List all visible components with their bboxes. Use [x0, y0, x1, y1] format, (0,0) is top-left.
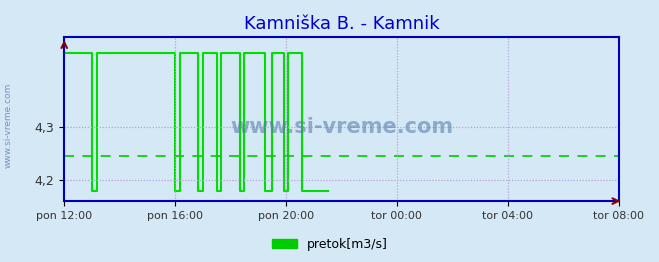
Legend: pretok[m3/s]: pretok[m3/s]: [266, 233, 393, 256]
Title: Kamniška B. - Kamnik: Kamniška B. - Kamnik: [244, 15, 439, 33]
Text: www.si-vreme.com: www.si-vreme.com: [3, 83, 13, 168]
Text: www.si-vreme.com: www.si-vreme.com: [230, 117, 453, 137]
